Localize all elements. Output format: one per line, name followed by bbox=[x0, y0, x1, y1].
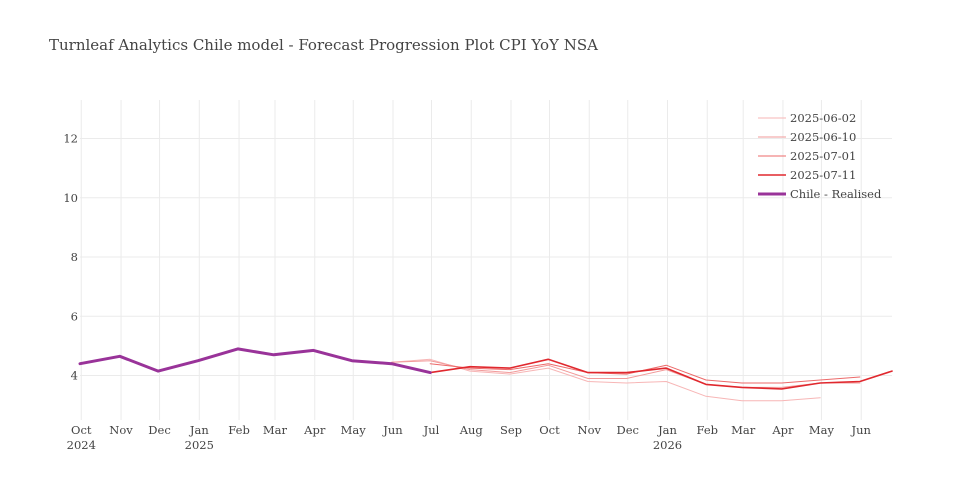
x-tick-label: Dec bbox=[148, 423, 170, 437]
legend-item[interactable]: 2025-06-10 bbox=[758, 130, 856, 144]
legend-label: 2025-06-02 bbox=[790, 111, 856, 125]
x-tick-label: Oct bbox=[71, 423, 92, 437]
legend-label: Chile - Realised bbox=[790, 187, 882, 201]
x-tick-year-label: 2026 bbox=[653, 438, 682, 452]
x-tick-label: Jul bbox=[423, 423, 440, 437]
x-tick-year-label: 2024 bbox=[67, 438, 96, 452]
series-lines bbox=[78, 347, 893, 402]
x-tick-label: Feb bbox=[228, 423, 250, 437]
y-tick-label: 6 bbox=[71, 309, 78, 323]
x-tick-label: Oct bbox=[539, 423, 560, 437]
y-tick-label: 10 bbox=[63, 191, 78, 205]
legend-item[interactable]: Chile - Realised bbox=[758, 187, 882, 201]
chart-title: Turnleaf Analytics Chile model - Forecas… bbox=[49, 36, 598, 54]
x-tick-label: Feb bbox=[697, 423, 719, 437]
x-tick-label: Mar bbox=[263, 423, 288, 437]
x-tick-year-label: 2025 bbox=[185, 438, 214, 452]
x-tick-label: Nov bbox=[109, 423, 133, 437]
series-line bbox=[391, 358, 821, 402]
legend-item[interactable]: 2025-07-01 bbox=[758, 149, 856, 163]
y-axis-ticks: 4 6 8 10 12 bbox=[63, 132, 78, 383]
x-tick-label: May bbox=[341, 423, 367, 437]
legend-label: 2025-07-01 bbox=[790, 149, 856, 163]
legend-item[interactable]: 2025-06-02 bbox=[758, 111, 856, 125]
legend-label: 2025-07-11 bbox=[790, 168, 856, 182]
x-tick-label: Nov bbox=[578, 423, 602, 437]
legend[interactable]: 2025-06-02 2025-06-10 2025-07-01 2025-07-11… bbox=[758, 111, 882, 201]
y-tick-label: 8 bbox=[71, 250, 78, 264]
x-tick-label: Apr bbox=[771, 423, 794, 437]
y-tick-label: 4 bbox=[71, 369, 78, 383]
y-tick-label: 12 bbox=[63, 132, 78, 146]
series-line bbox=[78, 347, 432, 375]
x-tick-label: Sep bbox=[500, 423, 522, 437]
x-tick-label: Aug bbox=[459, 423, 484, 437]
x-tick-label: Apr bbox=[303, 423, 326, 437]
legend-label: 2025-06-10 bbox=[790, 130, 856, 144]
x-tick-label: Jan bbox=[189, 423, 209, 437]
x-tick-label: Jun bbox=[382, 423, 403, 437]
grid-lines bbox=[80, 100, 892, 420]
x-tick-label: May bbox=[809, 423, 835, 437]
x-tick-label: Jan bbox=[657, 423, 677, 437]
legend-item[interactable]: 2025-07-11 bbox=[758, 168, 856, 182]
x-tick-label: Jun bbox=[850, 423, 871, 437]
x-tick-label: Dec bbox=[617, 423, 639, 437]
series-line bbox=[429, 358, 893, 390]
x-tick-label: Mar bbox=[731, 423, 756, 437]
series-line bbox=[391, 360, 861, 388]
